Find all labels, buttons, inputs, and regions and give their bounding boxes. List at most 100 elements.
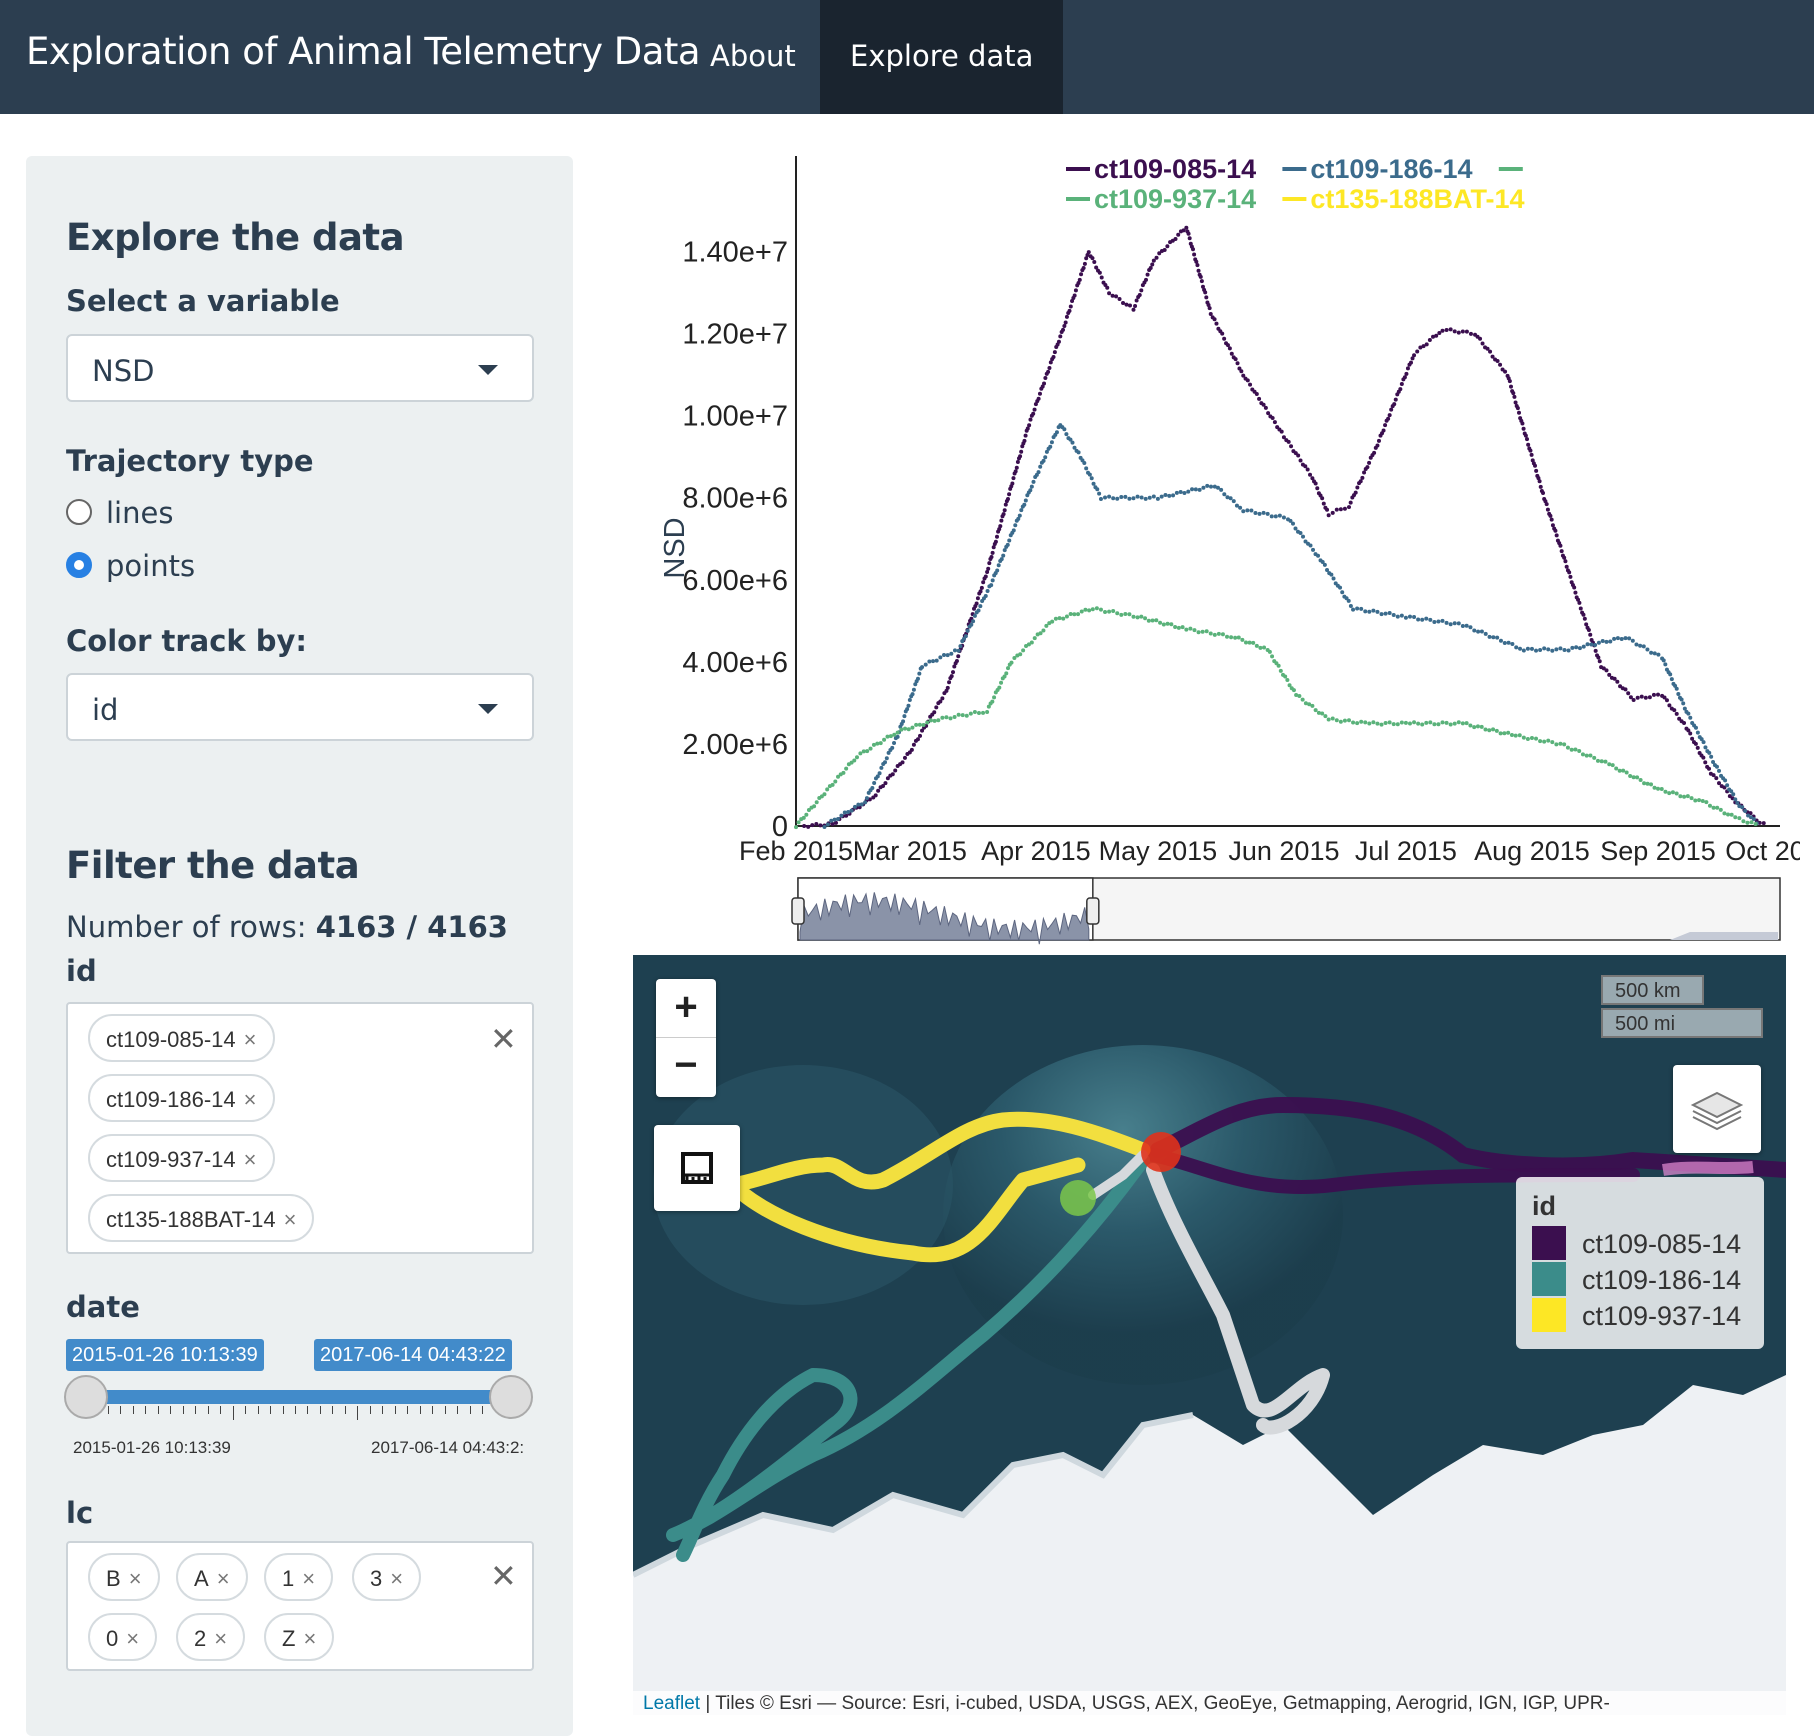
zoom-in-button[interactable]: + — [674, 985, 698, 1029]
data-point — [1334, 718, 1339, 723]
data-point — [1281, 435, 1286, 440]
data-point — [1204, 295, 1209, 300]
remove-tag-icon[interactable]: × — [243, 1087, 257, 1112]
id-tag[interactable]: ct109-186-14 × — [88, 1074, 275, 1122]
data-point — [892, 732, 897, 737]
data-point — [1610, 763, 1615, 768]
id-tag[interactable]: ct135-188BAT-14 × — [88, 1194, 315, 1242]
data-point — [1107, 291, 1112, 296]
data-point — [1026, 642, 1031, 647]
y-tick-label: 1.40e+7 — [682, 237, 788, 269]
slider-tick — [282, 1406, 284, 1414]
lc-tag[interactable]: 3 × — [352, 1553, 422, 1601]
filter-heading: Filter the data — [66, 844, 360, 887]
data-point — [971, 619, 976, 624]
map[interactable]: + − 500 km 500 mi id ct109-085-14 ct109-… — [633, 955, 1786, 1715]
id-filter-input[interactable]: ct109-085-14 × ct109-186-14 × ct109-937-14… — [66, 1002, 534, 1254]
measure-button[interactable] — [654, 1125, 740, 1211]
chevron-down-icon — [478, 704, 498, 714]
date-slider-handle-max[interactable] — [489, 1375, 533, 1419]
lc-tag[interactable]: 2 × — [176, 1613, 246, 1661]
data-point — [1036, 470, 1041, 475]
tab-explore-data[interactable]: Explore data — [820, 0, 1064, 114]
data-point — [1158, 620, 1163, 625]
remove-tag-icon[interactable]: × — [302, 1566, 316, 1591]
data-point — [1222, 492, 1227, 497]
clear-all-icon[interactable]: ✕ — [490, 1558, 517, 1594]
slider-tick — [419, 1406, 421, 1414]
data-point — [1277, 513, 1282, 518]
data-point — [969, 622, 974, 627]
data-point — [1207, 306, 1212, 311]
data-point — [1298, 458, 1303, 463]
lc-tag-label: B — [106, 1566, 121, 1591]
slider-tick — [170, 1406, 172, 1414]
data-point — [1161, 622, 1166, 627]
data-point — [1007, 492, 1012, 497]
track-start-marker — [1060, 1180, 1096, 1216]
data-point — [979, 585, 984, 590]
remove-tag-icon[interactable]: × — [216, 1566, 230, 1591]
remove-tag-icon[interactable]: × — [283, 1207, 297, 1232]
lc-filter-input[interactable]: B × A × 1 × 3 × 0 × 2 × Z × ✕ — [66, 1541, 534, 1671]
data-point — [1270, 654, 1275, 659]
data-point — [1631, 697, 1636, 702]
lc-tag[interactable]: 1 × — [264, 1553, 334, 1601]
data-point — [1331, 576, 1336, 581]
data-point — [802, 824, 807, 828]
id-tag-label: ct135-188BAT-14 — [106, 1207, 276, 1232]
tab-about[interactable]: About — [710, 39, 796, 73]
radio-lines[interactable]: lines — [66, 496, 173, 530]
data-point — [1743, 809, 1748, 814]
id-tag[interactable]: ct109-085-14 × — [88, 1014, 275, 1062]
data-point — [1582, 616, 1587, 621]
radio-points[interactable]: points — [66, 549, 195, 583]
data-point — [1495, 635, 1500, 640]
data-point — [918, 733, 923, 738]
data-point — [952, 648, 957, 653]
data-point — [1379, 722, 1384, 727]
remove-tag-icon[interactable]: × — [303, 1626, 317, 1651]
color-select[interactable]: id — [66, 673, 534, 741]
zoom-out-button[interactable]: − — [674, 1043, 698, 1087]
lc-tag[interactable]: A × — [176, 1553, 248, 1601]
remove-tag-icon[interactable]: × — [214, 1626, 228, 1651]
data-point — [1521, 426, 1526, 431]
data-point — [1027, 423, 1032, 428]
radio-lines-circle[interactable] — [66, 499, 92, 525]
data-point — [1191, 247, 1196, 252]
data-point — [1355, 485, 1360, 490]
remove-tag-icon[interactable]: × — [126, 1626, 140, 1651]
date-slider-handle-min[interactable] — [64, 1375, 108, 1419]
layers-button[interactable] — [1673, 1065, 1761, 1153]
data-point — [1248, 382, 1253, 387]
data-point — [1507, 379, 1512, 384]
variable-select[interactable]: NSD — [66, 334, 534, 402]
data-point — [852, 758, 857, 763]
data-point — [1460, 329, 1465, 334]
data-point — [1176, 232, 1181, 237]
data-point — [1190, 487, 1195, 492]
data-point — [1686, 728, 1691, 733]
data-point — [1192, 252, 1197, 257]
range-slider-handle-right[interactable] — [1086, 897, 1100, 925]
data-point — [806, 808, 811, 813]
remove-tag-icon[interactable]: × — [390, 1566, 404, 1591]
data-point — [1371, 608, 1376, 613]
leaflet-link[interactable]: Leaflet — [643, 1693, 701, 1714]
lc-tag[interactable]: B × — [88, 1553, 160, 1601]
lc-tag[interactable]: 0 × — [88, 1613, 158, 1661]
lc-tag[interactable]: Z × — [264, 1613, 335, 1661]
data-point — [981, 710, 986, 715]
radio-points-circle[interactable] — [66, 552, 92, 578]
chart-legend[interactable]: ct109-085-14 ct109-186-14 ct109-937-14 ct13… — [1066, 154, 1525, 214]
remove-tag-icon[interactable]: × — [243, 1027, 257, 1052]
remove-tag-icon[interactable]: × — [128, 1566, 142, 1591]
range-slider[interactable] — [791, 877, 1781, 945]
range-slider-handle-left[interactable] — [791, 897, 805, 925]
remove-tag-icon[interactable]: × — [243, 1147, 257, 1172]
clear-all-icon[interactable]: ✕ — [490, 1021, 517, 1057]
date-slider-range[interactable] — [86, 1390, 504, 1404]
data-point — [1634, 642, 1639, 647]
id-tag[interactable]: ct109-937-14 × — [88, 1134, 275, 1182]
